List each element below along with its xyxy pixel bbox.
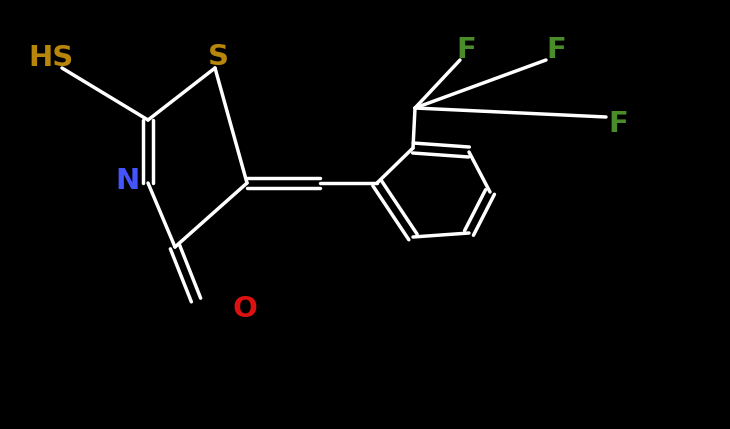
Text: F: F xyxy=(608,110,628,138)
Text: HS: HS xyxy=(28,44,73,72)
Text: O: O xyxy=(233,295,258,323)
Text: N: N xyxy=(116,167,140,195)
Text: F: F xyxy=(546,36,566,64)
Text: F: F xyxy=(456,36,476,64)
Text: S: S xyxy=(207,43,228,71)
